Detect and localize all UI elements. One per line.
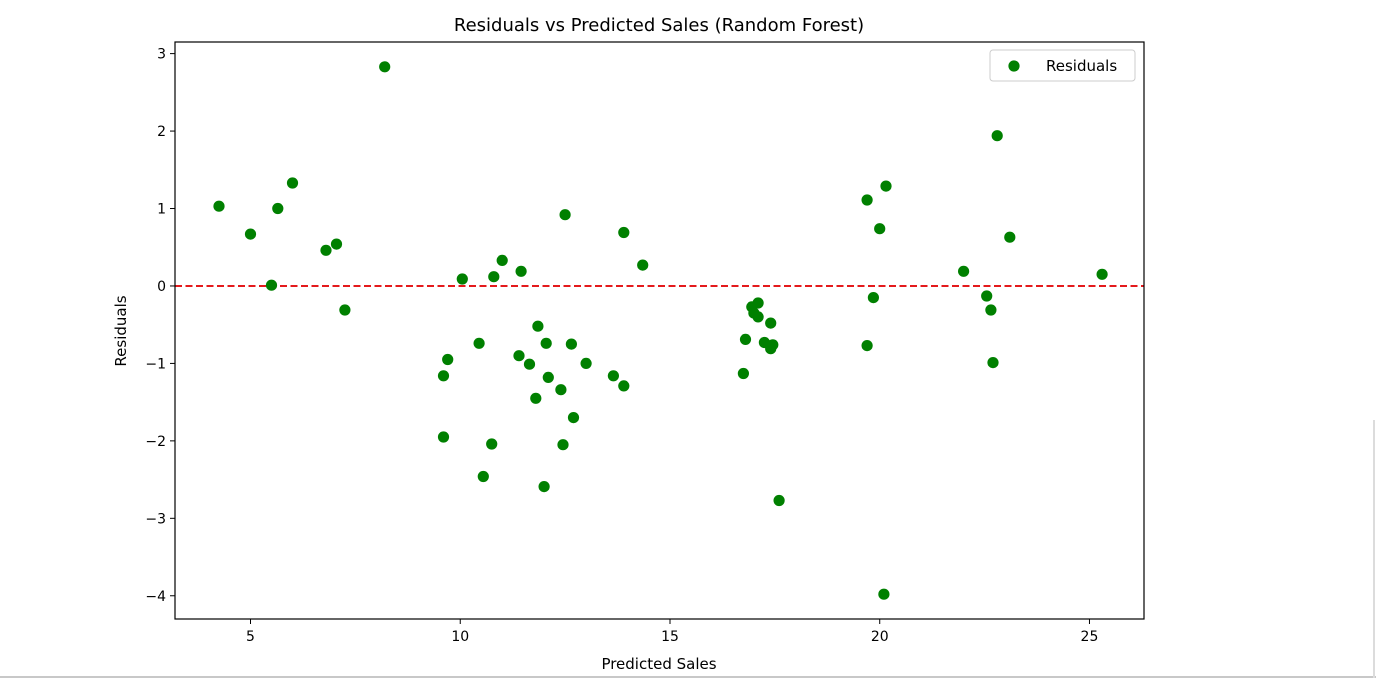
legend-marker [1008,60,1020,72]
legend-label: Residuals [1046,57,1117,75]
y-tick-label: −2 [145,434,166,450]
data-point [286,177,299,189]
data-point [752,297,764,309]
data-point [618,226,630,239]
data-point [861,194,873,206]
data-point [320,244,332,256]
data-point [737,367,750,380]
data-point [513,350,525,362]
x-tick-label: 10 [451,629,469,645]
data-point [773,494,785,507]
y-tick-label: −4 [145,589,166,605]
frame-right-border [1373,420,1375,678]
data-point [958,265,970,277]
data-point [1096,268,1108,280]
data-point [739,333,752,345]
data-point [765,317,777,329]
plot-frame [174,41,1145,620]
x-tick-label: 5 [246,629,255,645]
y-tick-label: 0 [157,279,166,295]
frame-bottom-border [0,676,1376,678]
data-point [213,200,225,212]
data-point [437,431,450,443]
chart-title: Residuals vs Predicted Sales (Random For… [454,15,864,36]
x-tick-label: 25 [1081,629,1099,645]
data-point [437,370,450,382]
data-point [878,588,890,600]
data-point [559,209,571,221]
data-point [456,273,468,285]
data-point [637,259,649,271]
data-point [379,61,391,73]
data-point [542,371,554,383]
data-point [618,380,630,392]
data-point [767,339,779,351]
data-point [991,130,1003,142]
y-axis-label: Residuals [112,295,130,366]
data-point [442,353,454,366]
data-point [530,392,542,404]
data-point [477,470,489,483]
data-point [861,340,873,352]
x-tick-label: 15 [661,629,679,645]
y-tick-label: 2 [157,124,166,140]
data-point [874,223,886,235]
data-point [1004,231,1016,243]
data-point [523,358,536,370]
data-point [580,357,592,369]
data-point [244,228,257,240]
data-point [488,271,500,283]
data-point [557,439,569,451]
data-point [532,320,544,332]
y-tick-label: −3 [145,511,166,527]
x-tick-label: 20 [871,629,889,645]
data-point [867,292,880,304]
x-axis-label: Predicted Sales [601,655,716,673]
data-point [607,370,620,382]
data-point [538,481,550,493]
data-point [565,338,578,350]
data-point [985,304,997,316]
data-point [330,238,343,250]
data-point [515,265,527,277]
data-point [752,311,764,323]
data-point [555,384,567,396]
data-point [987,357,999,369]
y-tick-label: −1 [145,356,166,372]
data-point [473,337,485,349]
data-point [486,438,498,450]
data-point [339,304,351,316]
data-point [540,337,552,349]
data-point [981,290,993,302]
legend-box [989,49,1136,82]
data-point [272,202,284,215]
data-point [265,279,278,291]
data-point [880,180,892,192]
plot-area: 5 10 15 20 25 −4 −3 −2 −1 0 1 2 3 Residuals [145,41,1145,645]
data-point [567,412,580,424]
data-point [496,254,508,266]
y-tick-label: 3 [157,47,166,63]
y-tick-label: 1 [157,202,166,218]
